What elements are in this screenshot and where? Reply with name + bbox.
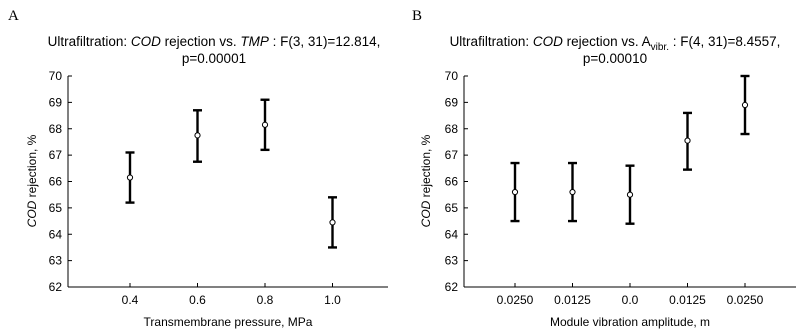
error-bar-point <box>625 164 635 225</box>
error-bar-point <box>568 161 577 223</box>
y-tick-label: 67 <box>445 148 459 162</box>
y-axis-var-b: COD <box>419 200 433 227</box>
chart-title-a: Ultrafiltration: COD rejection vs. TMP :… <box>48 34 381 49</box>
error-bar-point <box>328 196 337 249</box>
chart-title-b: Ultrafiltration: COD rejection vs. Avibr… <box>450 34 781 53</box>
y-tick-label: 62 <box>49 280 63 294</box>
y-tick-label: 63 <box>49 254 63 268</box>
error-bar-point <box>125 151 135 204</box>
y-tick-label: 65 <box>49 201 63 215</box>
panel-letter-a: A <box>8 8 19 24</box>
chart-subtitle-a: p=0.00001 <box>182 51 246 66</box>
x-axis-label-b: Module vibration amplitude, m <box>550 315 710 329</box>
mean-point <box>329 219 336 226</box>
x-tick-label: 0.8 <box>257 293 274 307</box>
y-tick-label: 70 <box>445 69 459 83</box>
y-tick-label: 70 <box>49 69 63 83</box>
y-ticks-a: 62 63 64 65 66 67 68 69 70 <box>49 69 72 294</box>
chart-subtitle-b: p=0.00010 <box>583 51 647 66</box>
title-suffix-b: : F(4, 31)=8.4557, <box>669 34 780 49</box>
error-bar-point <box>260 98 270 152</box>
y-ticks-b: 62 63 64 65 66 67 68 69 70 <box>445 69 468 294</box>
y-tick-label: 62 <box>445 280 459 294</box>
title-x-sub-b: vibr. <box>651 42 669 53</box>
x-ticks-b: 0.0250 0.0125 0.0 0.0125 0.0250 <box>497 283 764 307</box>
title-y-var-b: COD <box>533 34 563 49</box>
error-bar-point <box>193 109 202 163</box>
y-axis-rest-b: rejection, % <box>419 134 433 200</box>
y-tick-label: 65 <box>445 201 459 215</box>
y-tick-label: 63 <box>445 254 459 268</box>
y-tick-label: 64 <box>445 227 459 241</box>
title-prefix-a: Ultrafiltration: <box>48 34 131 49</box>
mean-point <box>194 132 201 139</box>
y-axis-label-b: COD rejection, % <box>419 134 433 227</box>
y-tick-label: 68 <box>445 122 459 136</box>
mean-point <box>569 188 576 196</box>
mean-point <box>741 101 749 109</box>
x-tick-label: 1.0 <box>324 293 341 307</box>
y-axis-var-a: COD <box>25 200 39 227</box>
y-tick-label: 66 <box>49 175 63 189</box>
title-middle-b: rejection vs. A <box>563 34 651 49</box>
panel-letter-b: B <box>412 8 422 24</box>
mean-point <box>261 121 269 128</box>
mean-point <box>126 174 134 181</box>
error-bar-point <box>683 111 692 171</box>
title-x-var-a: TMP <box>240 34 269 49</box>
error-bar-point <box>510 161 520 223</box>
y-tick-label: 69 <box>445 95 459 109</box>
x-tick-label: 0.6 <box>189 293 206 307</box>
title-middle-a: rejection vs. <box>161 34 241 49</box>
title-prefix-b: Ultrafiltration: <box>450 34 533 49</box>
x-tick-label: 0.0250 <box>727 293 764 307</box>
x-tick-label: 0.4 <box>122 293 139 307</box>
y-tick-label: 66 <box>445 175 459 189</box>
x-tick-label: 0.0250 <box>497 293 534 307</box>
panel-b: B Ultrafiltration: COD rejection vs. Avi… <box>412 8 796 329</box>
y-tick-label: 68 <box>49 122 63 136</box>
y-axis-label-a: COD rejection, % <box>25 134 39 227</box>
y-tick-label: 64 <box>49 227 63 241</box>
data-marks-a <box>125 98 337 249</box>
mean-point <box>684 137 691 144</box>
title-y-var-a: COD <box>131 34 161 49</box>
error-bar-point <box>740 74 750 136</box>
x-axis-label-a: Transmembrane pressure, MPa <box>144 315 313 329</box>
x-tick-label: 0.0125 <box>554 293 591 307</box>
mean-point <box>511 188 519 196</box>
data-marks-b <box>510 74 750 225</box>
x-tick-label: 0.0 <box>622 293 639 307</box>
mean-point <box>626 191 634 198</box>
panel-a: A Ultrafiltration: COD rejection vs. TMP… <box>8 8 388 329</box>
x-tick-label: 0.0125 <box>669 293 706 307</box>
title-suffix-a: : F(3, 31)=12.814, <box>269 34 380 49</box>
x-ticks-a: 0.4 0.6 0.8 1.0 <box>122 283 341 307</box>
y-tick-label: 67 <box>49 148 63 162</box>
y-axis-rest-a: rejection, % <box>25 134 39 200</box>
y-tick-label: 69 <box>49 95 63 109</box>
